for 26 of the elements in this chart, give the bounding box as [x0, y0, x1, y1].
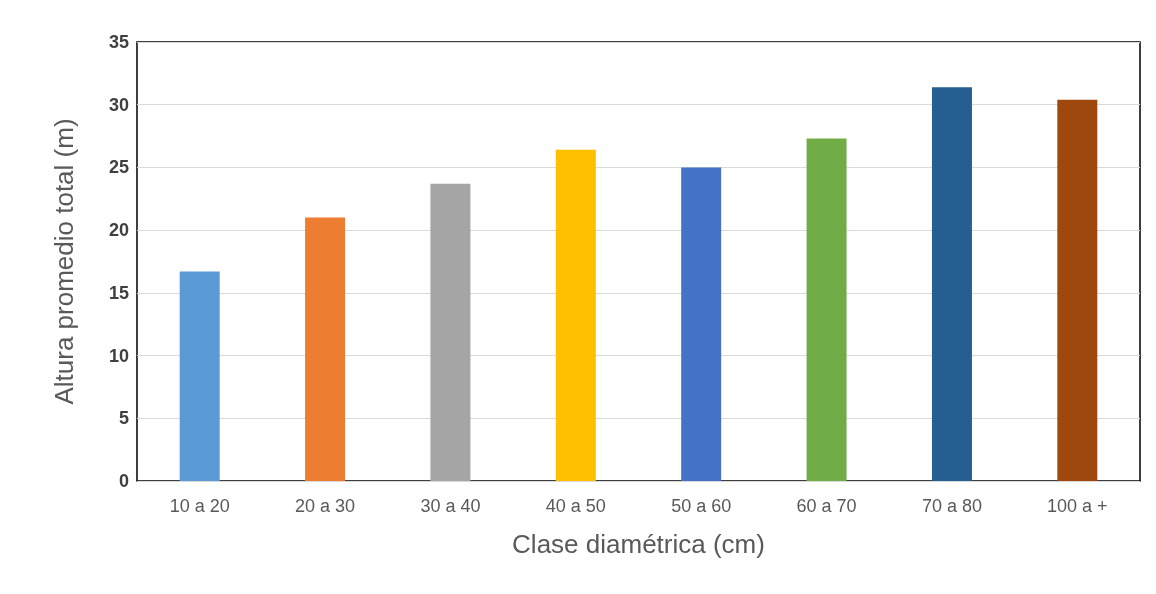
y-tick-label: 0 [118, 471, 129, 491]
bar [681, 167, 722, 481]
bar [179, 271, 220, 481]
x-tick-label: 10 a 20 [169, 496, 230, 516]
x-tick-label: 30 a 40 [420, 496, 481, 516]
y-tick-label: 30 [108, 94, 129, 115]
x-tick-label: 20 a 30 [295, 496, 356, 516]
x-tick-label: 60 a 70 [796, 496, 857, 516]
x-tick-label: 50 a 60 [671, 496, 732, 516]
x-tick-label: 40 a 50 [545, 496, 606, 516]
bar [1057, 99, 1098, 481]
y-tick-label: 5 [118, 408, 129, 429]
bar [806, 138, 847, 481]
x-tick-label: 100 a + [1047, 496, 1108, 516]
bar [555, 149, 596, 481]
y-tick-label: 10 [108, 345, 129, 366]
y-tick-label: 35 [108, 32, 129, 52]
y-axis-title: Altura promedio total (m) [49, 118, 79, 405]
x-tick-label: 70 a 80 [921, 496, 982, 516]
x-axis-title: Clase diamétrica (cm) [512, 529, 765, 559]
y-tick-label: 25 [108, 157, 129, 178]
y-tick-label: 15 [108, 282, 129, 303]
bar [305, 217, 346, 481]
bar [931, 87, 972, 481]
bar [430, 183, 471, 481]
y-tick-label: 20 [108, 220, 129, 241]
